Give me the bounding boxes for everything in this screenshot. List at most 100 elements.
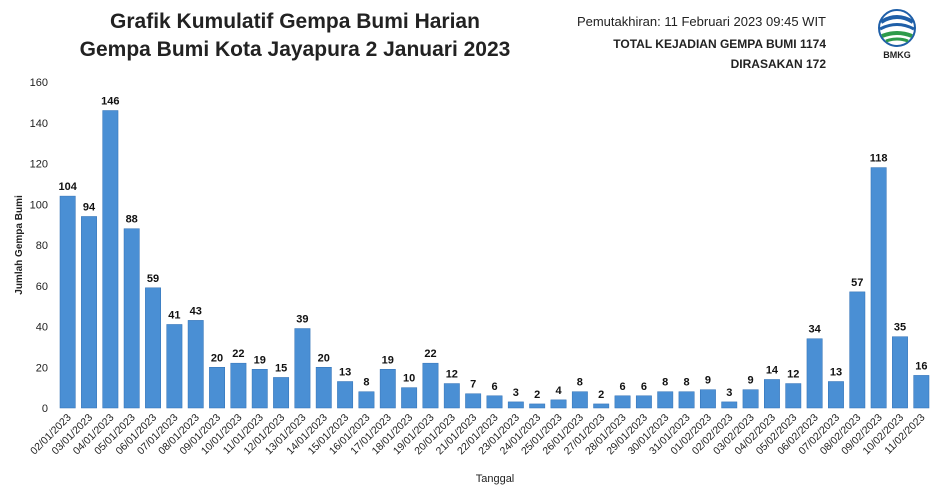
bmkg-logo: BMKG	[872, 8, 922, 64]
data-label: 10	[403, 373, 415, 385]
y-tick-label: 40	[36, 322, 48, 334]
update-timestamp: Pemutakhiran: 11 Februari 2023 09:45 WIT	[576, 14, 826, 29]
bar	[59, 195, 76, 409]
total-events: TOTAL KEJADIAN GEMPA BUMI 1174	[613, 37, 826, 51]
data-label: 15	[275, 362, 287, 374]
bar	[529, 403, 546, 409]
bar	[81, 216, 97, 409]
data-label: 8	[684, 377, 690, 389]
bar	[742, 389, 759, 409]
bar	[550, 399, 567, 409]
y-tick-label: 80	[36, 240, 48, 252]
data-label: 8	[363, 377, 369, 389]
data-label: 22	[424, 348, 436, 360]
bar	[913, 375, 930, 409]
data-label: 34	[808, 324, 821, 336]
data-label: 3	[726, 387, 732, 399]
data-label: 3	[513, 387, 519, 399]
data-label: 20	[211, 352, 223, 364]
bar	[571, 391, 588, 409]
data-label: 39	[296, 314, 308, 326]
data-label: 19	[382, 354, 394, 366]
bmkg-logo-text: BMKG	[883, 50, 911, 60]
bar	[294, 328, 311, 409]
y-tick-label: 0	[42, 403, 48, 415]
data-label: 146	[101, 96, 119, 108]
bar	[123, 228, 140, 409]
bar	[230, 362, 247, 409]
bmkg-emblem-icon	[878, 9, 916, 47]
y-tick-label: 100	[30, 199, 48, 211]
data-label: 20	[318, 352, 330, 364]
bar	[145, 287, 161, 409]
bar	[315, 367, 332, 409]
bar	[486, 395, 503, 409]
chart-title: Grafik Kumulatif Gempa Bumi Harian	[110, 10, 480, 33]
data-label: 9	[748, 375, 754, 387]
bar	[401, 387, 418, 409]
y-tick-label: 140	[30, 118, 48, 130]
data-label: 35	[894, 322, 906, 334]
bar	[443, 383, 460, 409]
felt-events: DIRASAKAN 172	[730, 57, 826, 71]
data-label: 14	[766, 364, 779, 376]
data-label: 12	[446, 369, 458, 381]
y-tick-label: 20	[36, 362, 48, 374]
data-label: 2	[598, 389, 604, 401]
bar	[422, 362, 439, 409]
data-label: 6	[491, 381, 497, 393]
data-label: 4	[555, 385, 562, 397]
data-label: 8	[577, 377, 583, 389]
data-label: 19	[254, 354, 266, 366]
bar	[102, 110, 119, 409]
data-label: 118	[870, 153, 888, 165]
data-label: 59	[147, 273, 159, 285]
data-label: 9	[705, 375, 711, 387]
data-label: 94	[83, 201, 96, 213]
chart-subtitle: Gempa Bumi Kota Jayapura 2 Januari 2023	[79, 38, 511, 61]
data-label: 22	[232, 348, 244, 360]
bar	[251, 369, 268, 409]
data-label: 8	[662, 377, 668, 389]
data-label: 13	[339, 367, 351, 379]
y-tick-label: 160	[30, 77, 48, 89]
data-label: 6	[641, 381, 647, 393]
bar	[892, 336, 908, 409]
data-label: 88	[126, 214, 138, 226]
y-tick-label: 60	[36, 281, 48, 293]
bar	[635, 395, 652, 409]
bar	[358, 391, 375, 409]
data-label: 2	[534, 389, 540, 401]
data-label: 7	[470, 379, 476, 391]
data-label: 12	[787, 369, 799, 381]
bar	[614, 395, 631, 409]
bar	[337, 381, 354, 409]
data-label: 6	[619, 381, 625, 393]
bar	[721, 401, 738, 409]
data-label: 41	[168, 309, 180, 321]
bar	[870, 167, 887, 409]
bar	[507, 401, 524, 409]
bar	[657, 391, 674, 409]
bar	[785, 383, 802, 409]
y-tick-label: 120	[30, 159, 48, 171]
data-label: 13	[830, 367, 842, 379]
bar	[187, 320, 204, 409]
bar	[593, 403, 610, 409]
bar	[273, 377, 290, 409]
data-label: 16	[915, 360, 927, 372]
bar	[379, 369, 396, 409]
y-axis-label: Jumlah Gempa Bumi	[14, 195, 25, 295]
bar	[678, 391, 695, 409]
data-label: 104	[58, 181, 77, 193]
bar	[166, 324, 183, 409]
bar	[764, 379, 780, 409]
bar	[828, 381, 844, 409]
x-axis-label: Tanggal	[476, 473, 515, 485]
bar	[465, 393, 482, 409]
bar	[849, 291, 866, 409]
data-label: 43	[190, 305, 202, 317]
bar	[806, 338, 823, 409]
data-label: 57	[851, 277, 863, 289]
